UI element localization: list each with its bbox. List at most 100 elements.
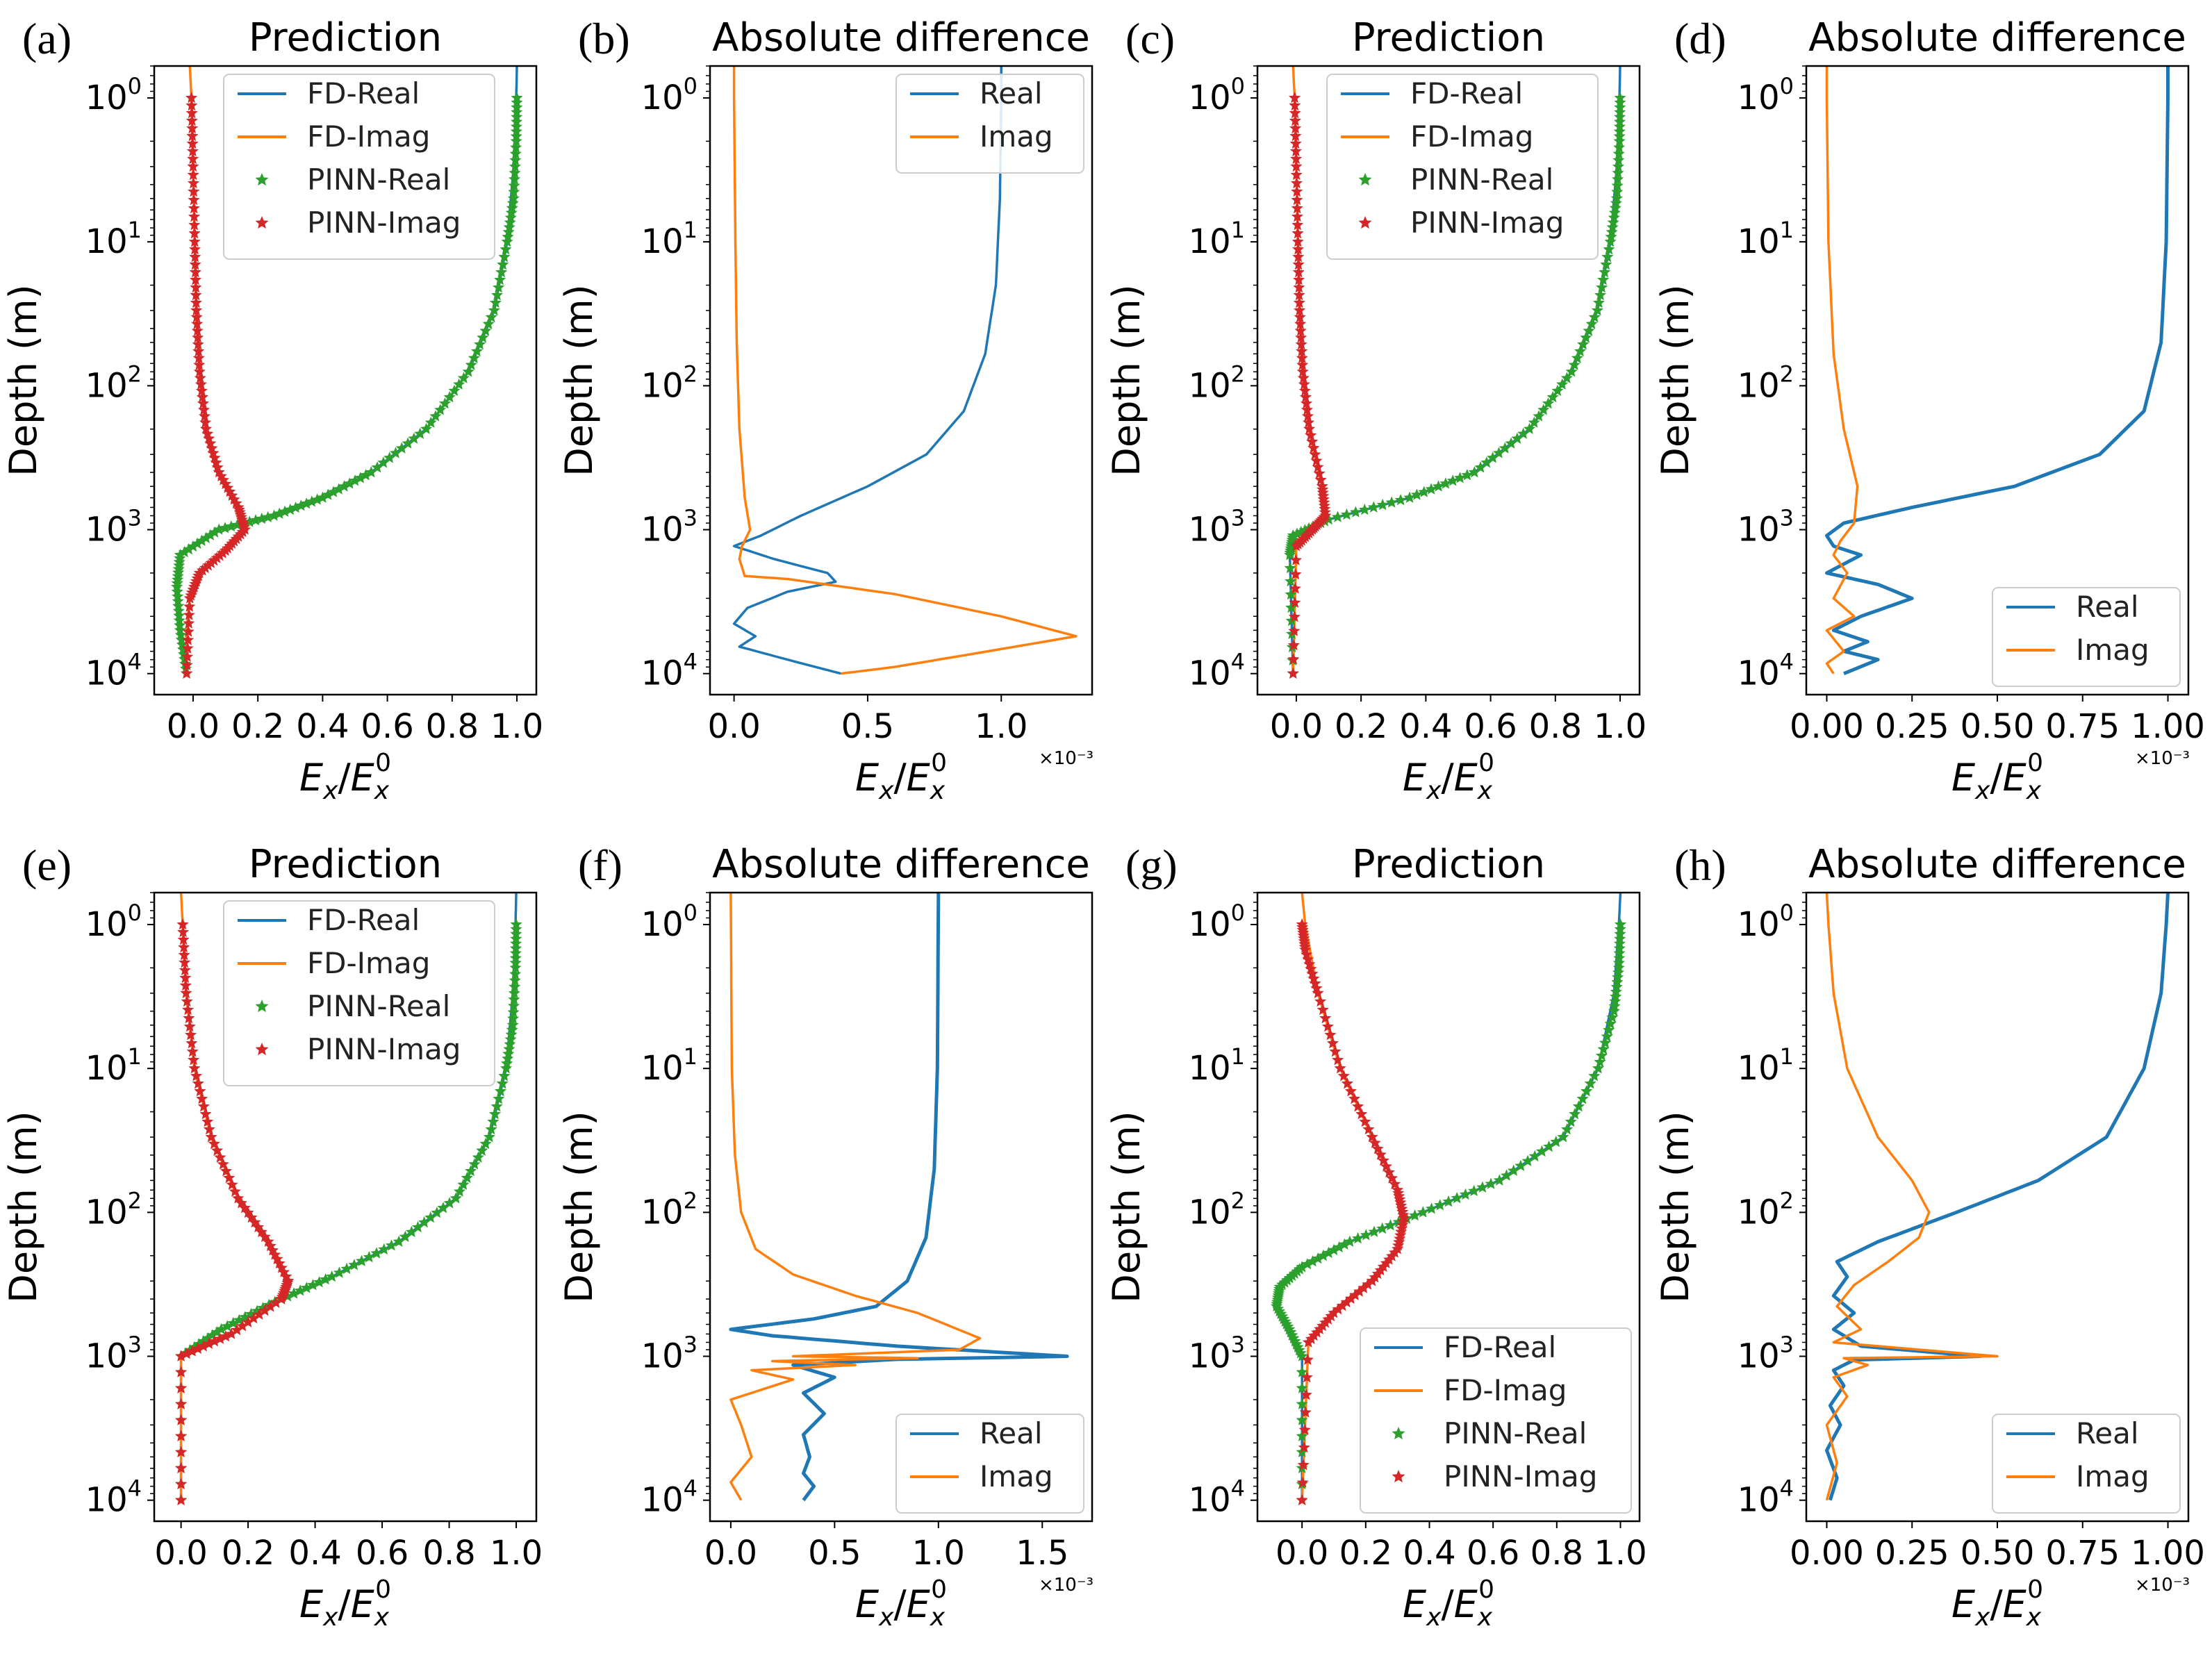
y-tick-label: 104 <box>1189 649 1245 693</box>
marker-point <box>193 358 206 370</box>
marker-point <box>175 1414 188 1425</box>
plot-area <box>729 893 1069 1502</box>
marker-point <box>1533 410 1545 422</box>
marker-point <box>1611 179 1624 191</box>
marker-point <box>201 427 214 439</box>
marker-point <box>211 1144 224 1156</box>
plot-area <box>1825 893 2170 1501</box>
marker-point <box>1298 378 1310 390</box>
marker-point <box>483 1131 495 1143</box>
marker-point <box>1610 981 1623 993</box>
x-axis-label: Ex/Ex0 <box>1951 1575 2043 1632</box>
marker-point <box>1289 582 1301 594</box>
x-tick-label: 1.0 <box>1594 1534 1646 1573</box>
y-tick-label: 103 <box>1189 505 1245 549</box>
marker-point <box>1609 201 1621 213</box>
series-imag <box>732 66 1078 675</box>
legend-label: Imag <box>980 119 1053 154</box>
marker-point <box>1302 1336 1314 1348</box>
marker-point <box>1594 289 1607 301</box>
marker-point <box>1289 144 1302 157</box>
marker-point <box>174 619 186 631</box>
marker-point <box>1499 442 1511 454</box>
marker-point <box>1613 135 1626 147</box>
marker-point <box>231 518 244 531</box>
legend-label: Real <box>2076 1416 2139 1450</box>
y-tick-label: 104 <box>641 649 698 693</box>
marker-point <box>178 941 190 953</box>
marker-point <box>190 304 203 316</box>
legend-label: PINN-Imag <box>307 206 461 240</box>
marker-point <box>179 956 191 968</box>
marker-point <box>1305 429 1317 441</box>
marker-point <box>188 1054 200 1066</box>
marker-point <box>1299 390 1312 403</box>
y-tick-label: 103 <box>641 505 698 549</box>
y-axis-label: Depth (m) <box>1105 1111 1148 1302</box>
axes-frame <box>709 65 1093 696</box>
marker-point <box>1289 122 1302 134</box>
marker-point <box>507 192 520 204</box>
marker-point <box>186 137 199 149</box>
marker-point <box>195 384 208 396</box>
panel-f: Absolute difference (f) 100 101 102 103 1040.0… <box>557 841 1093 1632</box>
marker-point <box>1294 317 1307 329</box>
marker-point <box>504 216 516 228</box>
panel-tag: (b) <box>578 14 630 63</box>
marker-point <box>429 410 442 422</box>
marker-point <box>198 410 211 422</box>
marker-point <box>181 650 194 662</box>
legend: FD-Real FD-Imag PINN-Real PINN-Imag <box>223 900 495 1086</box>
marker-point <box>1291 219 1304 231</box>
marker-point <box>1309 448 1321 460</box>
marker-point <box>377 456 390 468</box>
y-tick-label: 100 <box>1738 73 1794 117</box>
marker-point <box>267 509 280 521</box>
marker-point <box>509 173 521 185</box>
marker-point <box>461 1171 473 1184</box>
marker-point <box>465 1165 477 1177</box>
legend-label: PINN-Real <box>1410 163 1553 197</box>
marker-point <box>1612 971 1624 983</box>
marker-point <box>186 1045 199 1057</box>
marker-point <box>173 614 185 626</box>
marker-point <box>1290 168 1303 181</box>
marker-point <box>1285 601 1298 613</box>
marker-point <box>1557 1131 1569 1143</box>
marker-point <box>1606 226 1618 238</box>
marker-point <box>1286 1269 1298 1282</box>
marker-point <box>412 1220 424 1233</box>
legend-label: FD-Imag <box>307 119 430 154</box>
x-tick-label: 0.8 <box>426 707 479 746</box>
x-tick-label: 0.5 <box>808 1534 861 1573</box>
marker-point <box>1340 508 1353 520</box>
x-axis-multiplier: ×10⁻³ <box>1039 1575 1093 1596</box>
marker-point <box>188 194 200 206</box>
marker-point <box>506 201 518 213</box>
marker-point <box>500 243 512 255</box>
chart-title: Absolute difference <box>712 15 1090 60</box>
marker-point <box>501 235 513 247</box>
marker-point <box>189 266 201 278</box>
legend-label: PINN-Imag <box>307 1032 461 1066</box>
marker-point <box>1384 1219 1396 1231</box>
marker-point <box>505 1028 518 1040</box>
marker-point <box>1368 1225 1380 1237</box>
marker-point <box>1314 474 1327 486</box>
marker-point <box>1394 494 1407 506</box>
x-tick-label: 1.00 <box>2131 707 2205 746</box>
marker-point <box>468 1158 481 1170</box>
marker-point <box>1352 1100 1364 1112</box>
marker-point <box>191 317 204 329</box>
marker-point <box>1289 114 1301 126</box>
marker-point <box>181 667 193 679</box>
marker-point <box>1613 141 1626 153</box>
marker-point <box>192 351 205 363</box>
marker-point <box>1565 1116 1577 1127</box>
marker-point <box>1550 1135 1562 1148</box>
marker-point <box>1296 1382 1308 1393</box>
marker-point <box>496 1077 509 1089</box>
chart-title: Prediction <box>249 15 442 60</box>
marker-point <box>493 281 505 293</box>
y-tick-label: 102 <box>85 361 142 405</box>
